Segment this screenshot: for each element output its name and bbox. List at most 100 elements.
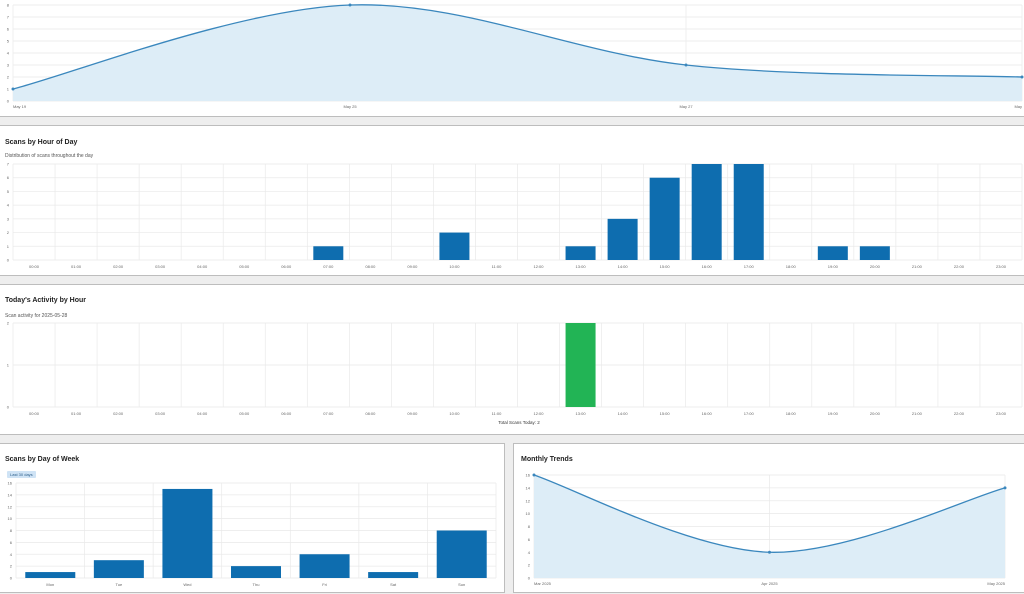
y-tick-label: 6 (7, 175, 10, 180)
x-tick-label: 10:00 (449, 264, 460, 269)
y-tick-label: 3 (7, 216, 10, 221)
y-tick-label: 2 (528, 563, 531, 568)
bar (368, 572, 419, 578)
x-tick-label: 17:00 (744, 411, 755, 416)
y-tick-label: 12 (8, 504, 13, 509)
x-tick-label: 00:00 (29, 411, 40, 416)
x-tick-label: 02:00 (113, 411, 124, 416)
bar (565, 246, 596, 260)
series-line (12, 4, 1023, 90)
y-tick-label: 10 (526, 511, 531, 516)
bar (313, 246, 344, 260)
y-tick-label: 6 (7, 27, 10, 32)
x-tick-label: 08:00 (365, 411, 376, 416)
date-range-badge: Last 30 days (7, 471, 36, 478)
card-subtitle: Distribution of scans throughout the day (5, 153, 94, 159)
y-tick-label: 5 (7, 189, 10, 194)
x-tick-label: 09:00 (407, 411, 418, 416)
y-tick-label: 1 (7, 363, 10, 368)
y-tick-label: 2 (10, 564, 13, 569)
x-tick-label: 01:00 (71, 264, 82, 269)
card-subtitle: Scan activity for 2025-05-28 (5, 313, 68, 319)
bar (691, 164, 722, 260)
y-tick-label: 16 (8, 481, 13, 486)
bar (439, 232, 470, 260)
data-point (684, 63, 688, 67)
y-tick-label: 1 (7, 244, 10, 249)
x-tick-label: 23:00 (996, 411, 1007, 416)
data-point (11, 87, 15, 91)
x-tick-label: Sat (390, 582, 397, 587)
x-tick-label: 19:00 (828, 264, 839, 269)
today-activity-card: Today's Activity by Hour Scan activity f… (0, 284, 1024, 435)
y-tick-label: 7 (7, 15, 10, 20)
y-tick-label: 1 (7, 87, 10, 92)
x-tick-label: 05:00 (239, 264, 250, 269)
x-tick-label: Fri (322, 582, 327, 587)
x-tick-label: 13:00 (576, 264, 587, 269)
x-tick-label: 08:00 (365, 264, 376, 269)
x-tick-label: Mon (46, 582, 54, 587)
x-tick-label: 03:00 (155, 264, 166, 269)
x-tick-label: 11:00 (492, 411, 502, 416)
x-tick-label: 21:00 (912, 264, 923, 269)
x-tick-label: 15:00 (660, 411, 671, 416)
hour-of-day-card: Scans by Hour of Day Distribution of sca… (0, 125, 1024, 276)
bar (859, 246, 890, 260)
x-tick-label: Thu (253, 582, 260, 587)
y-tick-label: 3 (7, 63, 10, 68)
x-tick-label: May 19 (13, 104, 27, 109)
x-tick-label: 13:00 (576, 411, 587, 416)
data-point (348, 3, 352, 7)
y-tick-label: 8 (10, 528, 13, 533)
data-point (768, 550, 771, 554)
bar (817, 246, 848, 260)
x-tick-label: Mar 2025 (534, 581, 552, 586)
area-fill (13, 4, 1022, 101)
x-axis-title: Total Scans Today: 2 (498, 420, 540, 425)
x-tick-label: 04:00 (197, 264, 208, 269)
monthly-trends-chart: 0 2 4 6 8 10 12 14 16 Mar 2025 Apr 2025 May 2025 (526, 473, 1007, 586)
card-title: Monthly Trends (521, 456, 573, 463)
x-tick-label: May 27 (679, 104, 693, 109)
x-tick-label: 00:00 (29, 264, 40, 269)
y-tick-label: 8 (528, 524, 531, 529)
monthly-trends-card: Monthly Trends 0 2 4 6 8 10 12 14 16 Mar 2025 Apr … (513, 443, 1024, 593)
data-point (1020, 75, 1024, 79)
x-tick-label: Wed (183, 582, 191, 587)
x-tick-label: 18:00 (786, 264, 797, 269)
y-tick-label: 7 (7, 162, 10, 167)
y-tick-label: 16 (526, 473, 531, 478)
x-tick-label: 16:00 (702, 264, 713, 269)
x-tick-label: Tue (115, 582, 123, 587)
card-title: Scans by Day of Week (5, 456, 80, 463)
bar (565, 323, 596, 407)
x-tick-label: 14:00 (618, 264, 629, 269)
y-tick-label: 4 (7, 51, 10, 56)
x-tick-label: 01:00 (71, 411, 82, 416)
data-point (1003, 486, 1007, 490)
daily-trend-card: 0 1 2 3 4 5 6 7 8 May 19 May 25 May 27 May (0, 0, 1024, 117)
y-tick-label: 12 (526, 498, 531, 503)
x-tick-label: 02:00 (113, 264, 124, 269)
x-tick-label: 06:00 (281, 411, 292, 416)
x-tick-label: 16:00 (702, 411, 713, 416)
y-tick-label: 4 (528, 550, 531, 555)
x-tick-label: 10:00 (449, 411, 460, 416)
area-fill (534, 475, 1005, 578)
x-tick-label: 12:00 (534, 264, 545, 269)
x-tick-label: 03:00 (155, 411, 166, 416)
y-tick-label: 0 (7, 405, 10, 410)
x-tick-label: 23:00 (996, 264, 1007, 269)
x-tick-label: 22:00 (954, 264, 965, 269)
x-tick-label: 11:00 (492, 264, 502, 269)
x-tick-label: 14:00 (618, 411, 629, 416)
day-of-week-card: Scans by Day of Week Last 30 days 0 2 4 6 8 1… (0, 443, 505, 593)
x-tick-label: 07:00 (323, 411, 334, 416)
x-tick-label: 04:00 (197, 411, 208, 416)
bar (299, 554, 350, 578)
x-tick-label: 07:00 (323, 264, 334, 269)
x-tick-label: 22:00 (954, 411, 965, 416)
data-point (532, 473, 536, 477)
y-tick-label: 0 (528, 576, 531, 581)
